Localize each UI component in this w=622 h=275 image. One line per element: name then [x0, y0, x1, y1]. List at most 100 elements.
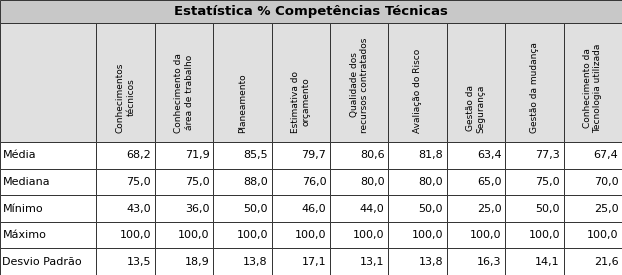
Bar — [213, 222, 272, 248]
Bar — [155, 195, 213, 222]
Text: 50,0: 50,0 — [243, 204, 268, 214]
Text: 16,3: 16,3 — [477, 257, 501, 267]
Bar — [564, 195, 622, 222]
Bar — [272, 222, 330, 248]
Bar — [0, 0, 622, 23]
Bar — [272, 23, 330, 142]
Text: 68,2: 68,2 — [126, 150, 151, 160]
Bar — [564, 222, 622, 248]
Bar — [330, 195, 388, 222]
Text: 81,8: 81,8 — [419, 150, 443, 160]
Text: 100,0: 100,0 — [528, 230, 560, 240]
Text: 13,5: 13,5 — [126, 257, 151, 267]
Text: Máximo: Máximo — [2, 230, 47, 240]
Bar — [96, 195, 155, 222]
Text: 100,0: 100,0 — [353, 230, 384, 240]
Bar — [505, 142, 564, 169]
Text: 17,1: 17,1 — [302, 257, 327, 267]
Bar — [213, 169, 272, 195]
Bar — [96, 142, 155, 169]
Bar — [447, 169, 505, 195]
Text: 77,3: 77,3 — [535, 150, 560, 160]
Text: 100,0: 100,0 — [587, 230, 618, 240]
Bar — [155, 142, 213, 169]
Bar — [155, 248, 213, 275]
Text: Gestão da mudança: Gestão da mudança — [530, 42, 539, 133]
Text: 50,0: 50,0 — [536, 204, 560, 214]
Text: 13,8: 13,8 — [243, 257, 268, 267]
Text: Gestão da
Segurança: Gestão da Segurança — [466, 84, 486, 133]
Text: 63,4: 63,4 — [477, 150, 501, 160]
Text: 25,0: 25,0 — [593, 204, 618, 214]
Bar — [505, 195, 564, 222]
Text: 43,0: 43,0 — [126, 204, 151, 214]
Text: Planeamento: Planeamento — [238, 73, 247, 133]
Bar — [505, 248, 564, 275]
Bar — [213, 248, 272, 275]
Text: 76,0: 76,0 — [302, 177, 327, 187]
Text: 46,0: 46,0 — [302, 204, 327, 214]
Text: 100,0: 100,0 — [412, 230, 443, 240]
Bar — [0, 169, 96, 195]
Bar — [96, 222, 155, 248]
Text: 85,5: 85,5 — [243, 150, 268, 160]
Bar — [388, 222, 447, 248]
Text: Desvio Padrão: Desvio Padrão — [2, 257, 82, 267]
Bar — [564, 142, 622, 169]
Bar — [213, 142, 272, 169]
Text: 80,0: 80,0 — [360, 177, 384, 187]
Text: Avaliação do Risco: Avaliação do Risco — [413, 48, 422, 133]
Text: 13,8: 13,8 — [419, 257, 443, 267]
Bar — [505, 222, 564, 248]
Bar — [96, 248, 155, 275]
Text: 100,0: 100,0 — [236, 230, 268, 240]
Bar — [388, 23, 447, 142]
Text: 88,0: 88,0 — [243, 177, 268, 187]
Bar — [272, 169, 330, 195]
Bar — [447, 195, 505, 222]
Bar — [388, 142, 447, 169]
Bar — [505, 169, 564, 195]
Bar — [447, 248, 505, 275]
Text: 65,0: 65,0 — [477, 177, 501, 187]
Text: Mediana: Mediana — [2, 177, 50, 187]
Bar — [447, 23, 505, 142]
Text: 100,0: 100,0 — [178, 230, 210, 240]
Bar — [447, 142, 505, 169]
Bar — [155, 23, 213, 142]
Bar — [213, 195, 272, 222]
Text: 67,4: 67,4 — [593, 150, 618, 160]
Bar — [564, 169, 622, 195]
Text: 21,6: 21,6 — [593, 257, 618, 267]
Text: 100,0: 100,0 — [119, 230, 151, 240]
Text: 71,9: 71,9 — [185, 150, 210, 160]
Text: Conhecimento da
Tecnologia utilizada: Conhecimento da Tecnologia utilizada — [583, 43, 603, 133]
Text: 25,0: 25,0 — [477, 204, 501, 214]
Text: 14,1: 14,1 — [536, 257, 560, 267]
Text: 100,0: 100,0 — [295, 230, 327, 240]
Bar — [0, 23, 96, 142]
Bar — [447, 222, 505, 248]
Bar — [330, 169, 388, 195]
Text: Conhecimentos
técnicos: Conhecimentos técnicos — [116, 62, 136, 133]
Bar — [96, 169, 155, 195]
Text: 75,0: 75,0 — [536, 177, 560, 187]
Text: Estatística % Competências Técnicas: Estatística % Competências Técnicas — [174, 5, 448, 18]
Text: 44,0: 44,0 — [360, 204, 384, 214]
Bar — [96, 23, 155, 142]
Text: 80,0: 80,0 — [419, 177, 443, 187]
Text: 50,0: 50,0 — [419, 204, 443, 214]
Bar — [272, 248, 330, 275]
Text: 100,0: 100,0 — [470, 230, 501, 240]
Bar — [388, 169, 447, 195]
Bar — [330, 248, 388, 275]
Bar — [564, 23, 622, 142]
Bar — [0, 142, 96, 169]
Bar — [330, 222, 388, 248]
Bar — [330, 142, 388, 169]
Text: Mínimo: Mínimo — [2, 204, 43, 214]
Text: Estimativa do
orçamento: Estimativa do orçamento — [291, 71, 310, 133]
Text: 80,6: 80,6 — [360, 150, 384, 160]
Bar — [388, 195, 447, 222]
Bar — [0, 248, 96, 275]
